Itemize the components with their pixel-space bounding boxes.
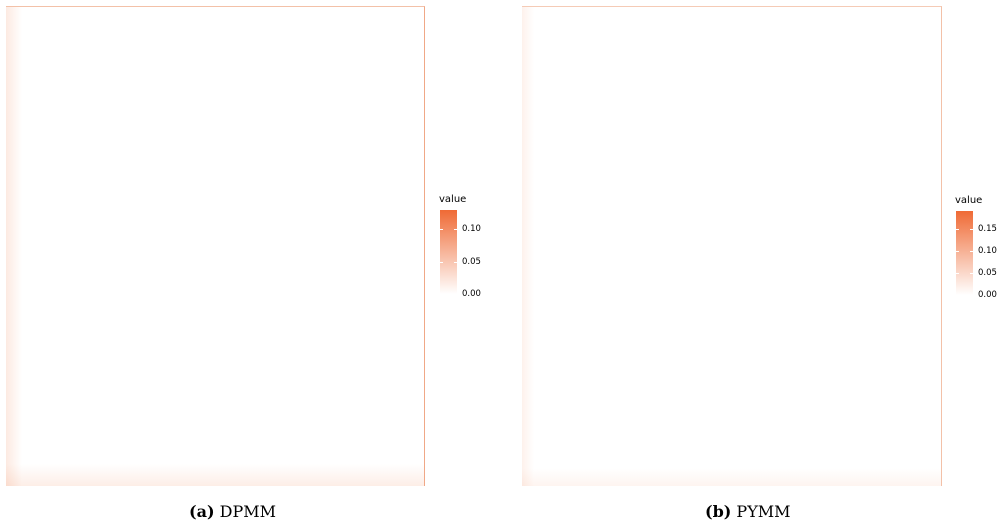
colorbar-tick-mark bbox=[440, 261, 443, 263]
colorbar-tick-mark bbox=[440, 229, 443, 231]
legend-title: value bbox=[955, 195, 983, 206]
legend-tick-label: 0.00 bbox=[978, 290, 997, 300]
heatmap-left-edge bbox=[6, 7, 22, 486]
colorbar-tick-mark bbox=[970, 228, 973, 230]
colorbar-tick-mark bbox=[956, 272, 959, 274]
heatmap-dpmm bbox=[6, 6, 425, 486]
legend-tick-label: 0.05 bbox=[978, 267, 997, 278]
colorbar-tick-mark bbox=[454, 261, 457, 263]
colorbar-tick-mark bbox=[970, 272, 973, 274]
legend-colorbar bbox=[956, 211, 973, 295]
caption-label: (b) bbox=[705, 502, 732, 521]
heatmap-bottom-edge bbox=[522, 468, 941, 486]
caption-label: (a) bbox=[189, 502, 215, 521]
colorbar-tick-mark bbox=[970, 295, 973, 296]
legend-title: value bbox=[439, 194, 467, 205]
panel-pymm: value 0.00 0.05 0.10 0.15 (b) PYMM bbox=[515, 0, 997, 530]
colorbar-tick-mark bbox=[440, 294, 443, 295]
colorbar-tick-mark bbox=[970, 250, 973, 252]
colorbar-tick-mark bbox=[956, 250, 959, 252]
colorbar-tick-mark bbox=[454, 294, 457, 295]
caption-pymm: (b) PYMM bbox=[705, 502, 791, 521]
legend-colorbar bbox=[440, 210, 457, 294]
legend-tick-label: 0.15 bbox=[978, 223, 997, 234]
colorbar-tick-mark bbox=[956, 228, 959, 230]
legend-tick-label: 0.10 bbox=[978, 245, 997, 256]
heatmap-pymm bbox=[522, 6, 942, 486]
colorbar-tick-mark bbox=[956, 295, 959, 296]
legend-ticks: 0.00 0.05 0.10 0.15 bbox=[978, 195, 997, 315]
caption-text: DPMM bbox=[219, 502, 276, 521]
legend-tick-label: 0.10 bbox=[462, 224, 481, 235]
legend-tick-label: 0.00 bbox=[462, 289, 481, 299]
heatmap-bottom-edge bbox=[6, 464, 424, 486]
legend-tick-label: 0.05 bbox=[462, 256, 481, 267]
legend-ticks: 0.00 0.05 0.10 bbox=[462, 194, 496, 314]
panel-dpmm: value 0.00 0.05 0.10 (a) DPMM bbox=[0, 0, 498, 530]
caption-text: PYMM bbox=[736, 502, 791, 521]
heatmap-left-edge bbox=[522, 7, 534, 486]
colorbar-tick-mark bbox=[454, 229, 457, 231]
caption-dpmm: (a) DPMM bbox=[189, 502, 276, 521]
